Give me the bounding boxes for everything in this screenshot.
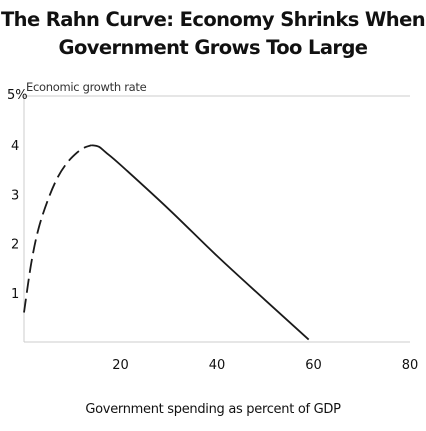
axes	[23, 95, 410, 343]
y-tick-label: 2	[11, 238, 19, 253]
curve-series	[23, 144, 310, 341]
chart-title-line-1: The Rahn Curve: Economy Shrinks When	[0, 8, 426, 31]
y-tick-label: 1	[11, 287, 19, 302]
x-tick-labels: 20 40 60 80	[112, 358, 418, 373]
x-axis-label: Government spending as percent of GDP	[85, 402, 341, 417]
y-tick-label: 4	[11, 139, 19, 154]
x-tick-label: 80	[402, 358, 419, 373]
x-tick-label: 40	[209, 358, 226, 373]
y-axis-label: Economic growth rate	[26, 80, 147, 94]
y-tick-label: 5%	[7, 88, 28, 103]
chart-title-line-2: Government Grows Too Large	[58, 36, 368, 59]
y-tick-label: 3	[11, 188, 19, 203]
curve-dashed-segment	[23, 144, 92, 313]
y-tick-labels: 1 2 3 4 5%	[7, 88, 28, 302]
x-tick-label: 20	[112, 358, 129, 373]
curve-solid-segment	[91, 144, 310, 341]
x-tick-label: 60	[305, 358, 322, 373]
chart-title: The Rahn Curve: Economy Shrinks When Gov…	[0, 6, 426, 62]
